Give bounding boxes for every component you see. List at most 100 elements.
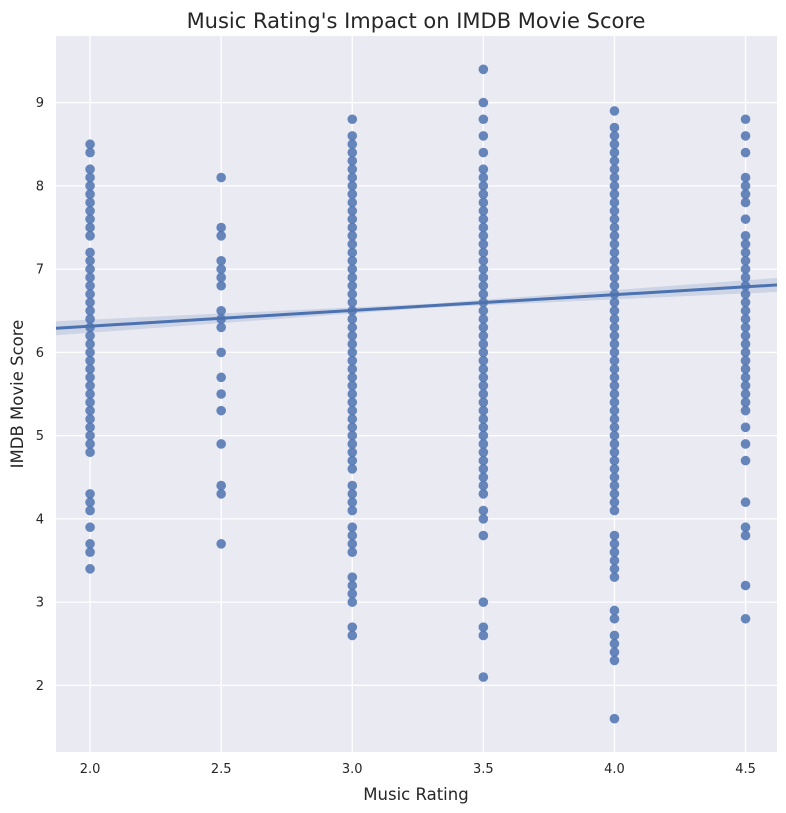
data-point (478, 530, 489, 541)
data-point (478, 372, 489, 383)
data-point (478, 672, 489, 682)
data-point (478, 439, 489, 449)
data-point (85, 272, 95, 283)
data-point (478, 231, 489, 241)
data-point (85, 147, 95, 158)
data-point (609, 364, 620, 374)
data-point (478, 472, 489, 483)
data-point (347, 414, 358, 424)
x-tick-label: 2.5 (211, 762, 232, 777)
data-point (609, 247, 620, 258)
y-tick-label: 7 (36, 263, 44, 278)
data-point (478, 272, 489, 283)
data-point (85, 364, 95, 374)
data-point (740, 197, 751, 208)
data-point (347, 156, 358, 166)
data-point (609, 206, 620, 216)
data-point (347, 322, 358, 333)
data-point (609, 439, 620, 449)
plot-area (56, 36, 777, 752)
data-point (609, 638, 620, 649)
data-point (347, 222, 358, 233)
data-point (85, 305, 95, 316)
data-point (347, 147, 358, 158)
data-point (609, 222, 620, 233)
data-point (740, 372, 751, 383)
data-point (85, 189, 95, 199)
data-point (609, 106, 620, 116)
data-point (740, 272, 751, 283)
data-point (216, 255, 226, 266)
data-point (740, 114, 751, 125)
data-point (478, 189, 489, 199)
data-point (347, 181, 358, 191)
data-point (85, 197, 95, 208)
data-point (85, 430, 95, 441)
data-point (85, 206, 95, 216)
data-point (609, 389, 620, 399)
data-point (85, 289, 95, 299)
data-point (609, 713, 620, 724)
data-point (609, 372, 620, 383)
data-point (609, 405, 620, 416)
data-point (740, 330, 751, 341)
y-axis-ticks: 2 3 4 5 6 7 8 9 (36, 96, 44, 694)
data-point (609, 139, 620, 150)
data-point (609, 214, 620, 224)
data-point (85, 397, 95, 408)
data-point (609, 231, 620, 241)
data-point (85, 564, 95, 574)
data-point (347, 547, 358, 557)
y-tick-label: 2 (36, 679, 44, 694)
data-point (85, 181, 95, 191)
data-point (609, 164, 620, 175)
data-point (216, 489, 226, 499)
data-point (478, 197, 489, 208)
data-point (740, 355, 751, 366)
data-point (347, 397, 358, 408)
data-point (347, 172, 358, 183)
data-point (216, 347, 226, 358)
data-point (609, 172, 620, 183)
data-point (85, 172, 95, 183)
data-point (609, 555, 620, 566)
data-point (216, 222, 226, 233)
data-point (478, 330, 489, 341)
data-point (609, 472, 620, 483)
data-point (740, 422, 751, 433)
data-point (740, 181, 751, 191)
data-point (609, 255, 620, 266)
data-point (85, 231, 95, 241)
data-point (85, 264, 95, 274)
data-point (478, 447, 489, 458)
data-point (478, 405, 489, 416)
data-point (609, 539, 620, 549)
data-point (609, 347, 620, 358)
data-point (216, 305, 226, 316)
data-point (347, 430, 358, 441)
data-point (347, 480, 358, 491)
data-point (478, 480, 489, 491)
data-point (216, 322, 226, 333)
data-point (85, 505, 95, 516)
data-point (740, 522, 751, 533)
data-point (347, 497, 358, 508)
data-point (347, 522, 358, 533)
data-point (478, 289, 489, 299)
data-point (609, 355, 620, 366)
data-point (478, 397, 489, 408)
data-point (740, 439, 751, 449)
data-point (478, 355, 489, 366)
data-point (347, 422, 358, 433)
data-point (347, 597, 358, 607)
chart-title: Music Rating's Impact on IMDB Movie Scor… (187, 9, 646, 33)
data-point (478, 247, 489, 258)
data-point (478, 347, 489, 358)
data-point (740, 455, 751, 466)
data-point (347, 530, 358, 541)
data-point (347, 297, 358, 308)
data-point (609, 613, 620, 624)
data-point (478, 97, 489, 108)
data-point (609, 572, 620, 582)
